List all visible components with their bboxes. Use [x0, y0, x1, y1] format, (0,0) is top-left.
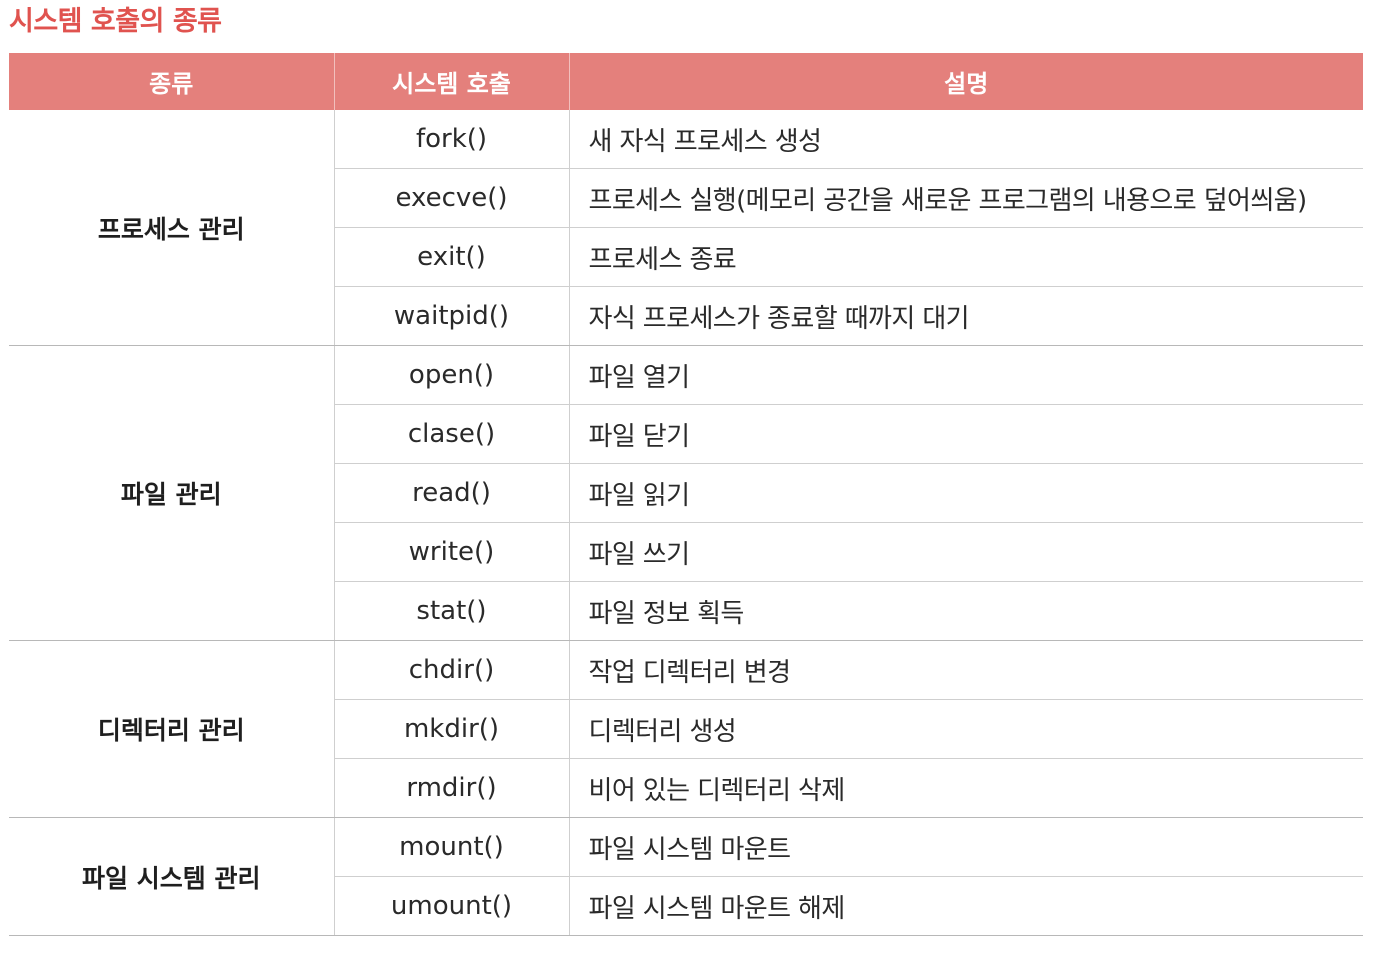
description-cell: 새 자식 프로세스 생성: [568, 110, 1363, 169]
table-row: 파일 시스템 관리 mount() 파일 시스템 마운트: [9, 817, 1363, 936]
table-row: 프로세스 관리 fork() 새 자식 프로세스 생성: [9, 110, 1363, 346]
table-row: 디렉터리 관리 chdir() 작업 디렉터리 변경: [9, 640, 1363, 818]
description-cell: 파일 읽기: [568, 463, 1363, 523]
syscall-cell: chdir(): [333, 640, 569, 700]
description-cell: 작업 디렉터리 변경: [568, 640, 1363, 700]
page-title: 시스템 호출의 종류: [9, 6, 222, 37]
syscall-cell: fork(): [333, 110, 569, 169]
syscall-cell: read(): [333, 463, 569, 523]
syscall-table: 종류 시스템 호출 설명 프로세스 관리 fork() 새 자식 프로세스 생성…: [9, 53, 1363, 936]
category-cell: 디렉터리 관리: [9, 640, 334, 818]
description-cell: 디렉터리 생성: [568, 699, 1363, 759]
table-row: write() 파일 쓰기: [9, 522, 1363, 582]
syscall-cell: rmdir(): [333, 758, 569, 818]
table-body: 프로세스 관리 fork() 새 자식 프로세스 생성 execve() 프로세…: [9, 110, 1363, 936]
description-cell: 파일 시스템 마운트 해제: [568, 876, 1363, 936]
syscall-cell: exit(): [333, 227, 569, 287]
header-category: 종류: [9, 53, 334, 110]
header-syscall: 시스템 호출: [333, 53, 569, 110]
category-cell: 파일 관리: [9, 345, 334, 641]
description-cell: 자식 프로세스가 종료할 때까지 대기: [568, 286, 1363, 346]
table-row: waitpid() 자식 프로세스가 종료할 때까지 대기: [9, 286, 1363, 346]
syscall-cell: open(): [333, 345, 569, 405]
table-row: 파일 관리 open() 파일 열기: [9, 345, 1363, 641]
description-cell: 비어 있는 디렉터리 삭제: [568, 758, 1363, 818]
description-cell: 파일 열기: [568, 345, 1363, 405]
table-row: rmdir() 비어 있는 디렉터리 삭제: [9, 758, 1363, 818]
description-cell: 파일 쓰기: [568, 522, 1363, 582]
table-header: 종류 시스템 호출 설명: [9, 53, 1363, 110]
syscall-cell: stat(): [333, 581, 569, 641]
description-cell: 파일 닫기: [568, 404, 1363, 464]
syscall-cell: waitpid(): [333, 286, 569, 346]
syscall-cell: mount(): [333, 817, 569, 877]
description-cell: 프로세스 종료: [568, 227, 1363, 287]
description-cell: 프로세스 실행(메모리 공간을 새로운 프로그램의 내용으로 덮어씌움): [568, 168, 1363, 228]
syscall-cell: mkdir(): [333, 699, 569, 759]
category-cell: 파일 시스템 관리: [9, 817, 334, 936]
syscall-cell: umount(): [333, 876, 569, 936]
syscall-cell: execve(): [333, 168, 569, 228]
description-cell: 파일 시스템 마운트: [568, 817, 1363, 877]
header-description: 설명: [568, 53, 1363, 110]
syscall-cell: clase(): [333, 404, 569, 464]
table-row: execve() 프로세스 실행(메모리 공간을 새로운 프로그램의 내용으로 …: [9, 168, 1363, 228]
header-row: 종류 시스템 호출 설명: [9, 53, 1363, 110]
table-row: umount() 파일 시스템 마운트 해제: [9, 876, 1363, 936]
table-row: mkdir() 디렉터리 생성: [9, 699, 1363, 759]
description-cell: 파일 정보 획득: [568, 581, 1363, 641]
category-cell: 프로세스 관리: [9, 110, 334, 346]
table-row: stat() 파일 정보 획득: [9, 581, 1363, 641]
table-row: exit() 프로세스 종료: [9, 227, 1363, 287]
table-row: clase() 파일 닫기: [9, 404, 1363, 464]
syscall-cell: write(): [333, 522, 569, 582]
table-row: read() 파일 읽기: [9, 463, 1363, 523]
